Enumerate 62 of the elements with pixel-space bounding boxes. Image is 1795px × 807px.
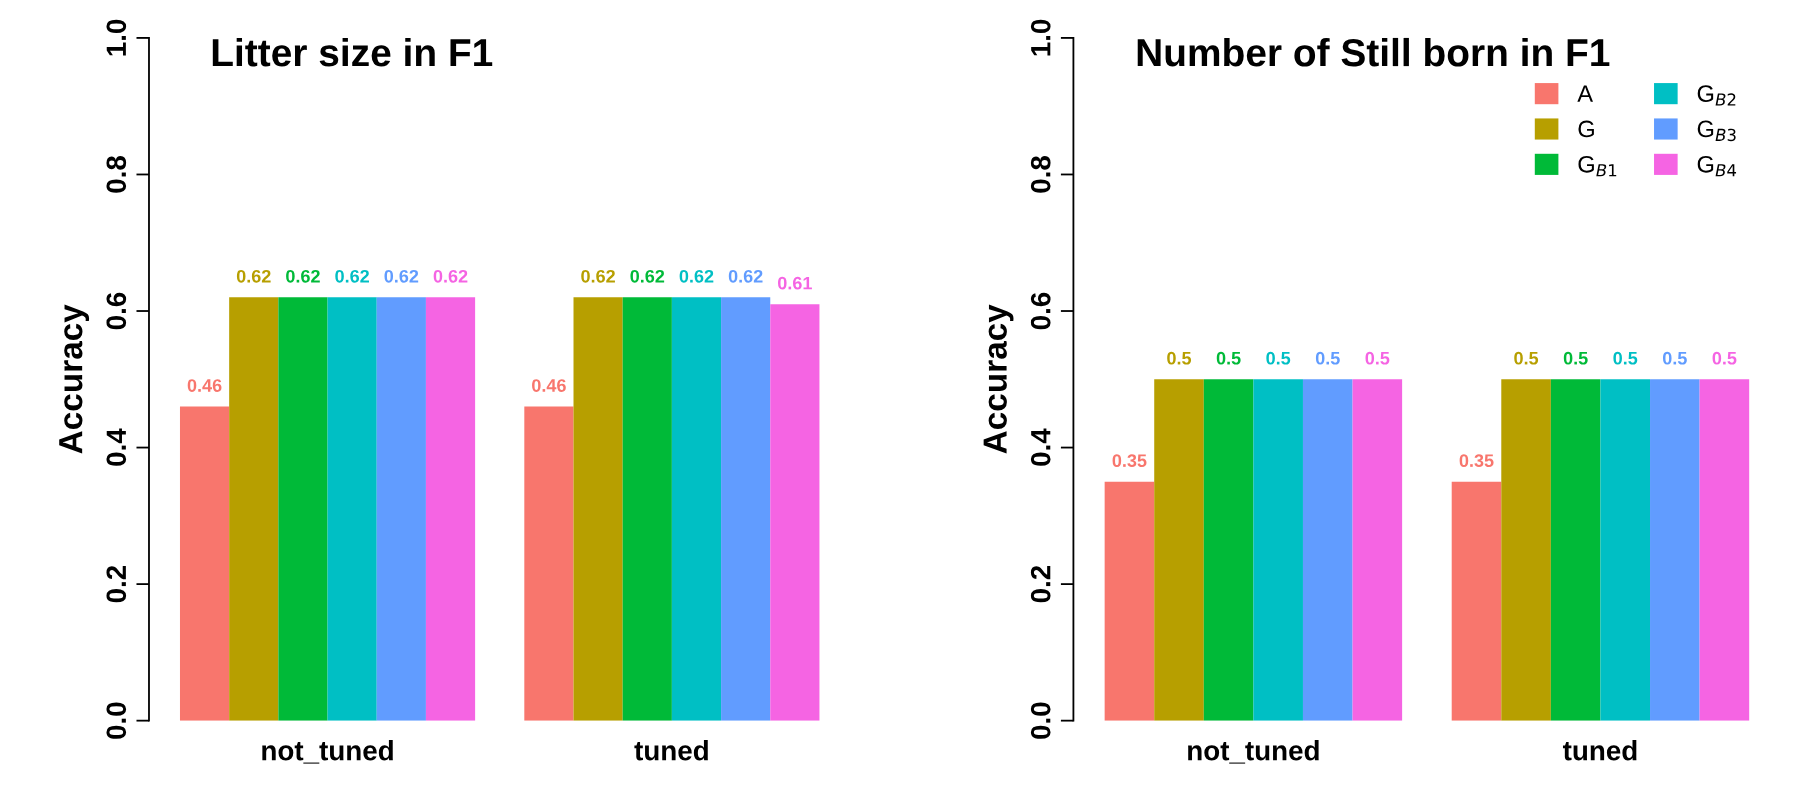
- chart-title: Litter size in F1: [212, 37, 493, 67]
- bar: [573, 297, 623, 721]
- data-label: 0.62: [384, 269, 419, 283]
- data-label: 0.62: [236, 269, 271, 283]
- data-label: 0.62: [728, 269, 763, 283]
- y-tick-label: 0.2: [106, 565, 127, 603]
- data-label: 0.46: [187, 379, 222, 392]
- y-tick-label: 1.0: [1030, 19, 1051, 56]
- bar: [622, 297, 672, 721]
- data-label: 0.62: [433, 269, 468, 283]
- x-tick-label: not_tuned: [1188, 740, 1319, 764]
- y-tick-label: 0.8: [106, 156, 127, 193]
- bar: [278, 297, 328, 721]
- y-axis-title: Accuracy: [59, 304, 90, 454]
- bar: [524, 406, 574, 721]
- bar: [229, 297, 279, 721]
- legend-label: G$_{B3}$: [1697, 120, 1736, 142]
- y-tick-label: 0.2: [1030, 565, 1051, 603]
- data-label: 0.5: [1315, 351, 1340, 365]
- data-label: 0.62: [679, 269, 714, 283]
- y-tick-label: 0.6: [106, 292, 127, 330]
- y-tick-label: 0.4: [1030, 428, 1051, 466]
- y-tick-label: 1.0: [106, 19, 127, 56]
- data-label: 0.5: [1662, 351, 1687, 365]
- data-label: 0.5: [1167, 351, 1192, 365]
- data-label: 0.62: [286, 269, 320, 283]
- data-label: 0.5: [1216, 351, 1241, 365]
- data-label: 0.5: [1563, 351, 1588, 365]
- legend-label: G$_{B1}$: [1578, 155, 1617, 177]
- bar: [376, 297, 426, 721]
- legend-label: G: [1578, 120, 1594, 138]
- bar: [179, 406, 230, 721]
- data-label: 0.62: [581, 269, 615, 283]
- data-label: 0.5: [1266, 351, 1291, 365]
- data-label: 0.62: [630, 269, 665, 283]
- data-label: 0.62: [335, 269, 369, 283]
- y-tick-label: 0.0: [106, 702, 127, 739]
- x-tick-label: not_tuned: [262, 740, 393, 764]
- x-tick-label: tuned: [634, 740, 708, 761]
- data-label: 0.35: [1459, 454, 1494, 468]
- bar: [671, 297, 722, 721]
- bar: [721, 297, 771, 721]
- chart-title: Number of Still born in F1: [1137, 37, 1610, 67]
- y-tick-label: 0.8: [1030, 156, 1051, 193]
- bar: [327, 297, 377, 721]
- y-tick-label: 0.6: [1030, 292, 1051, 330]
- x-tick-label: tuned: [1562, 740, 1637, 761]
- data-label: 0.35: [1112, 454, 1147, 468]
- y-tick-label: 0.4: [106, 428, 127, 466]
- bar: [425, 297, 476, 721]
- data-label: 0.46: [532, 379, 566, 392]
- data-label: 0.5: [1365, 351, 1390, 365]
- legend-label: G$_{B2}$: [1697, 85, 1736, 106]
- data-label: 0.61: [778, 276, 812, 290]
- data-label: 0.5: [1712, 351, 1737, 365]
- bar: [770, 304, 820, 721]
- data-label: 0.5: [1613, 351, 1638, 365]
- legend-label: A: [1577, 85, 1593, 102]
- y-tick-label: 0.0: [1030, 702, 1051, 739]
- legend-label: G$_{B4}$: [1697, 155, 1737, 177]
- y-axis-title: Accuracy: [983, 304, 1014, 454]
- data-label: 0.5: [1514, 351, 1539, 365]
